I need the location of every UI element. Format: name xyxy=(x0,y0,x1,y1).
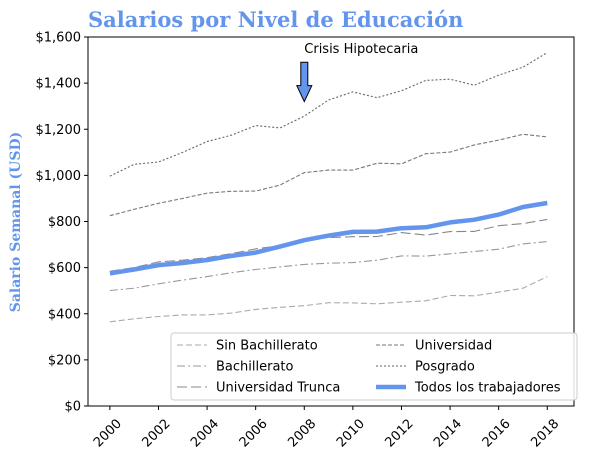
annotation-layer: Crisis Hipotecaria xyxy=(296,42,418,103)
y-tick-label: $1,200 xyxy=(36,123,82,138)
x-tick-label: 2006 xyxy=(237,416,271,450)
y-tick-label: $1,000 xyxy=(36,169,82,184)
x-tick-label: 2016 xyxy=(480,416,514,450)
chart-title: Salarios por Nivel de Educación xyxy=(88,7,463,32)
y-tick-label: $0 xyxy=(64,400,81,415)
y-axis-label: Salario Semanal (USD) xyxy=(8,132,24,313)
x-tick-label: 2014 xyxy=(431,416,465,450)
y-tick-label: $1,600 xyxy=(36,31,82,46)
annotation-text: Crisis Hipotecaria xyxy=(304,42,418,57)
x-tick-label: 2010 xyxy=(334,416,368,450)
legend-label-universidad: Universidad xyxy=(415,339,492,354)
y-axis-ticks: $0 $200 $400 $600 $800 $1,000 $1,200 $1,400 $1,6… xyxy=(36,31,88,415)
x-tick-label: 2018 xyxy=(528,416,562,450)
legend-label-universidad-trunca: Universidad Trunca xyxy=(216,381,340,396)
series-layer xyxy=(109,52,548,323)
x-tick-label: 2012 xyxy=(383,416,417,450)
legend: Sin Bachillerato Bachillerato Universidad … xyxy=(170,332,578,401)
series-line-posgrado xyxy=(109,52,548,177)
x-tick-label: 2004 xyxy=(188,416,222,450)
annotation-arrow xyxy=(296,61,313,103)
series-line-bachillerato xyxy=(109,241,548,292)
x-axis-ticks: 2000 2002 2004 2006 2008 2010 2012 2014 2016 2018 xyxy=(91,406,562,450)
x-tick-label: 2008 xyxy=(285,416,319,450)
series-line-todos-los-trabajadores xyxy=(109,200,548,276)
series-line-universidad xyxy=(109,133,548,217)
y-tick-label: $400 xyxy=(48,307,81,322)
legend-label-posgrado: Posgrado xyxy=(415,360,475,375)
y-tick-label: $200 xyxy=(48,353,81,368)
legend-label-bachillerato: Bachillerato xyxy=(216,360,294,375)
y-tick-label: $600 xyxy=(48,261,81,276)
y-tick-label: $1,400 xyxy=(36,77,82,92)
series-line-sin-bachillerato xyxy=(109,276,548,323)
y-tick-label: $800 xyxy=(48,215,81,230)
legend-label-sin-bachillerato: Sin Bachillerato xyxy=(216,339,318,354)
legend-box xyxy=(170,332,578,401)
x-tick-label: 2000 xyxy=(91,416,125,450)
legend-label-todos-los-trabajadores: Todos los trabajadores xyxy=(414,381,561,396)
series-line-universidad-trunca xyxy=(109,218,548,272)
x-tick-label: 2002 xyxy=(140,416,174,450)
